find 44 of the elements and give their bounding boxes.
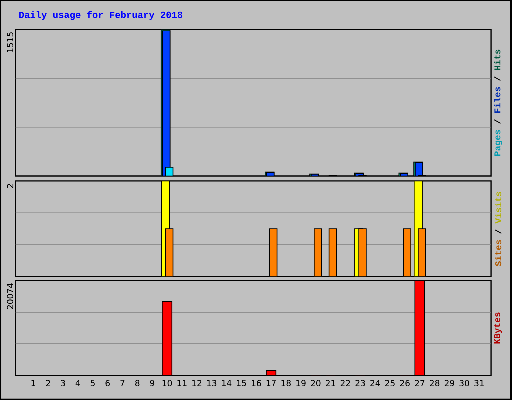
- x-tick-label: 11: [178, 380, 187, 386]
- text: Hits: [494, 50, 501, 70]
- x-tick-label: 15: [237, 380, 246, 386]
- text: /: [495, 229, 502, 234]
- x-tick-label: 5: [90, 380, 95, 386]
- x-tick-label: 7: [120, 380, 125, 386]
- x-tick-label: 31: [474, 380, 484, 386]
- text: Visits: [495, 192, 502, 224]
- x-tick-label: 10: [162, 380, 172, 386]
- x-tick-label: 19: [296, 380, 306, 386]
- text: 20074: [7, 283, 14, 310]
- x-tick-label: 13: [207, 380, 217, 386]
- chart-title: Daily usage for February 2018: [20, 11, 183, 20]
- text: Sites: [495, 240, 502, 266]
- text: 2: [7, 184, 14, 188]
- x-tick-label: 16: [252, 380, 262, 386]
- x-tick-label: 17: [266, 380, 276, 386]
- x-tick-label: 30: [460, 380, 470, 386]
- x-tick-label: 9: [150, 380, 155, 386]
- x-tick-label: 6: [106, 380, 110, 386]
- text: KBytes: [494, 312, 502, 344]
- x-tick-label: 23: [356, 380, 366, 386]
- text: Pages: [494, 130, 502, 156]
- x-tick-label: 20: [311, 380, 321, 386]
- text: /: [494, 119, 501, 124]
- x-tick-label: 2: [46, 380, 50, 386]
- x-tick-label: 25: [385, 380, 395, 386]
- x-tick-label: 14: [222, 380, 232, 386]
- x-tick-label: 4: [76, 380, 80, 386]
- x-tick-label: 28: [430, 380, 440, 386]
- x-tick-label: 18: [282, 380, 291, 386]
- x-tick-label: 22: [340, 380, 350, 386]
- x-tick-label: 3: [61, 380, 66, 386]
- text: /: [494, 76, 501, 81]
- x-tick-label: 26: [400, 380, 410, 386]
- x-tick-label: 8: [135, 380, 140, 386]
- x-tick-label: 27: [415, 380, 425, 386]
- x-tick-label: 12: [192, 380, 202, 386]
- x-tick-label: 21: [326, 380, 336, 386]
- text: 1515: [7, 32, 14, 52]
- x-tick-label: 29: [444, 380, 454, 386]
- text: Files: [494, 87, 501, 113]
- x-tick-label: 1: [32, 380, 36, 386]
- x-tick-label: 24: [370, 380, 380, 386]
